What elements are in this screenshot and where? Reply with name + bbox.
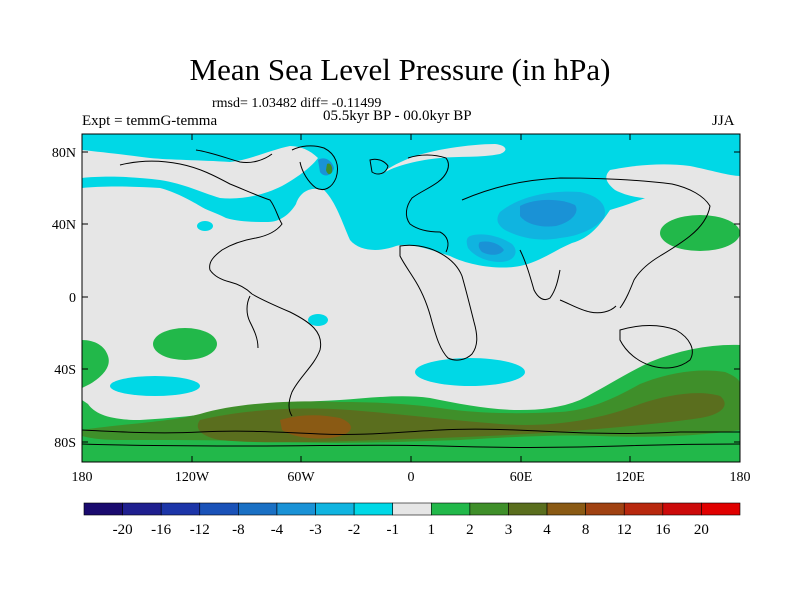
colorbar-swatch xyxy=(662,502,702,516)
lat-label: 80N xyxy=(52,146,76,161)
south-pacific-positive xyxy=(153,328,217,360)
colorbar-swatch xyxy=(199,502,239,516)
colorbar-label: -1 xyxy=(386,522,399,538)
east-neutral-pocket xyxy=(606,164,740,199)
coastlines xyxy=(82,145,740,448)
lat-label: 40N xyxy=(52,218,76,233)
lon-label: 60W xyxy=(287,470,315,485)
north-pacific-positive xyxy=(660,215,740,251)
colorbar-swatch xyxy=(238,502,278,516)
lat-label: 80S xyxy=(54,436,76,451)
colorbar-label: 4 xyxy=(543,522,551,538)
lon-label: 0 xyxy=(408,470,415,485)
season-label: JJA xyxy=(712,113,735,129)
lon-label: 180 xyxy=(730,470,751,485)
map-field xyxy=(82,134,740,462)
colorbar-swatch xyxy=(353,502,394,516)
colorbar-label: -20 xyxy=(113,522,133,538)
colorbar-label: -3 xyxy=(309,522,322,538)
lon-label: 60E xyxy=(510,470,533,485)
colorbar-label: 12 xyxy=(617,522,632,538)
colorbar-swatch xyxy=(315,502,355,516)
colorbar-label: 1 xyxy=(428,522,436,538)
mideast-strong-negative xyxy=(478,241,504,255)
lat-labels: 80N 40N 0 40S 80S xyxy=(52,146,76,451)
colorbar-swatch xyxy=(122,502,162,516)
colorbar-swatch xyxy=(392,502,432,516)
lon-label: 120E xyxy=(615,470,645,485)
north-neutral-pocket xyxy=(82,146,318,199)
colorbar-swatch xyxy=(430,502,471,516)
colorbar: -20 -16 -12 -8 -4 -3 -2 -1 1 2 3 4 8 12 16 20 xyxy=(83,502,741,538)
colorbar-label: -2 xyxy=(348,522,361,538)
eurasia-strong-negative xyxy=(520,199,577,227)
lon-label: 180 xyxy=(72,470,93,485)
north-neutral-pocket-2 xyxy=(380,144,506,175)
axis-ticks xyxy=(81,134,741,462)
colorbar-swatch xyxy=(701,502,741,516)
colorbar-label: 2 xyxy=(466,522,474,538)
colorbar-label: -4 xyxy=(271,522,284,538)
lon-labels: 180 120W 60W 0 60E 120E 180 xyxy=(72,470,751,485)
colorbar-swatch xyxy=(585,502,625,516)
lon-label: 120W xyxy=(175,470,210,485)
colorbar-swatch xyxy=(276,502,316,516)
colorbar-label: 20 xyxy=(694,522,709,538)
map-title: Mean Sea Level Pressure (in hPa) xyxy=(189,52,611,87)
colorbar-swatch xyxy=(469,502,509,516)
period-label: 05.5kyr BP - 00.0kyr BP xyxy=(323,108,472,124)
colorbar-swatch xyxy=(160,502,201,516)
colorbar-swatch xyxy=(508,502,548,516)
stats-label: rmsd= 1.03482 diff= -0.11499 xyxy=(212,96,382,111)
lat-label: 0 xyxy=(69,291,76,306)
south-pacific-patch xyxy=(110,376,200,396)
greenland-positive xyxy=(326,163,333,175)
tropical-atlantic-patch xyxy=(308,314,328,326)
colorbar-label: 16 xyxy=(655,522,671,538)
colorbar-label: -12 xyxy=(190,522,210,538)
gulf-patch xyxy=(197,221,213,231)
south-indian-patch xyxy=(415,358,525,386)
experiment-label: Expt = temmG-temma xyxy=(82,113,218,129)
colorbar-swatch xyxy=(83,502,123,516)
colorbar-label: -16 xyxy=(151,522,171,538)
colorbar-label: 3 xyxy=(505,522,513,538)
lat-label: 40S xyxy=(54,363,76,378)
colorbar-swatch xyxy=(546,502,586,516)
colorbar-label: -8 xyxy=(232,522,245,538)
colorbar-swatch xyxy=(623,502,664,516)
colorbar-label: 8 xyxy=(582,522,590,538)
